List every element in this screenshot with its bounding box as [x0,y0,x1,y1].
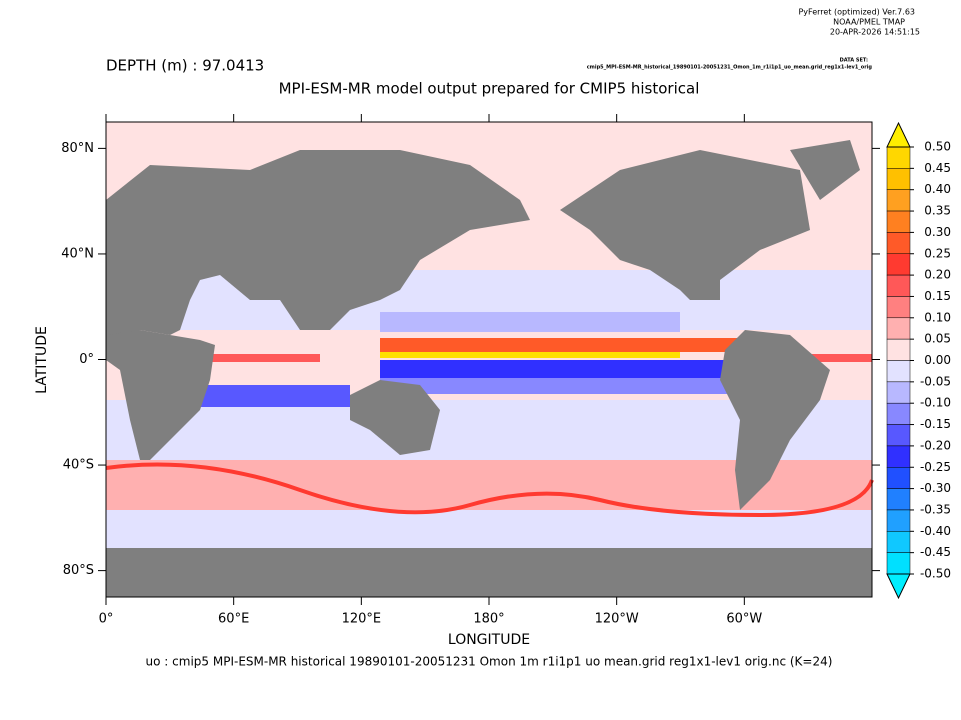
colorbar-label: -0.25 [920,460,951,474]
north-america [560,150,810,300]
colorbar-swatch [886,381,911,404]
colorbar-swatch [886,402,911,425]
colorbar-swatch [886,531,911,553]
colorbar-swatch [886,274,911,297]
current [380,352,680,358]
colorbar-label: 0.05 [924,332,951,346]
africa [106,330,215,460]
dataset: cmip5_MPI-ESM-MR_historical_19890101-200… [587,65,873,71]
colorbar-label: -0.45 [920,545,951,559]
colorbar-label: 0.35 [924,204,951,218]
colorbar-swatch [886,509,911,532]
south-america [720,330,830,510]
org: NOAA/PMEL TMAP [833,18,905,27]
colorbar-label: 0.25 [924,246,951,260]
x-tick-label: 120°W [595,612,639,627]
greenland [790,140,860,200]
x-tick-label: 0° [99,612,114,627]
colorbar-swatch [886,338,911,361]
colorbar-swatch [886,253,911,276]
colorbar-label: -0.05 [920,374,951,388]
y-tick-label: 40°N [61,246,94,261]
current [380,360,745,378]
y-tick-label: 40°S [63,458,94,473]
current [105,462,874,518]
colorbar-under [886,573,911,600]
current [380,338,745,352]
x-axis-label: LONGITUDE [448,632,530,648]
x-tick-label: 180° [473,612,504,627]
colorbar-swatch [886,232,911,254]
australia [350,380,440,455]
colorbar-label: -0.10 [920,396,951,410]
colorbar-swatch [886,210,911,233]
colorbar-label: 0.30 [924,225,951,239]
colorbar-label: -0.30 [920,481,951,495]
y-tick-label: 80°N [61,141,94,156]
colorbar-label: -0.35 [920,502,951,516]
x-tick-label: 120°E [342,612,382,627]
current [380,378,745,394]
current [785,354,872,362]
dataset-label: DATA SET: [840,58,868,64]
colorbar-label: -0.20 [920,438,951,452]
eurasia [106,150,530,340]
antarctica [106,548,872,597]
land [106,140,872,597]
colorbar-swatch [886,445,911,468]
colorbar-swatch [886,189,911,212]
colorbar-label: 0.45 [924,161,951,175]
y-tick-label: 0° [79,352,94,367]
software: PyFerret (optimized) Ver.7.63 [798,8,915,17]
title: MPI-ESM-MR model output prepared for CMI… [279,80,700,98]
colorbar-swatch [886,168,911,190]
colorbar-label: 0.40 [924,182,951,196]
current [200,354,320,362]
date: 20-APR-2026 14:51:15 [830,28,920,37]
y-tick-label: 80°S [63,563,94,578]
x-tick-label: 60°E [218,612,249,627]
colorbar-label: 0.15 [924,289,951,303]
colorbar-over [886,121,911,148]
colorbar-swatch [886,467,911,489]
colorbar-swatch [886,296,911,319]
colorbar-label: 0.10 [924,310,951,324]
current [200,385,350,407]
colorbar-label: 0.50 [924,140,951,154]
colorbar-swatch [886,317,911,340]
map-field [105,121,874,598]
colorbar-label: -0.15 [920,417,951,431]
colorbar-swatch [886,146,911,169]
colorbar-swatch [886,552,911,575]
y-axis-label: LATITUDE [34,326,50,394]
x-tick-label: 60°W [726,612,762,627]
current [380,312,680,332]
colorbar-swatch [886,424,911,447]
colorbar-swatch [886,488,911,511]
colorbar-label: 0.00 [924,353,951,367]
colorbar-swatch [886,360,911,383]
colorbar-label: 0.20 [924,268,951,282]
footer: uo : cmip5 MPI-ESM-MR historical 1989010… [146,655,833,669]
colorbar-label: -0.50 [920,567,951,581]
colorbar-label: -0.40 [920,524,951,538]
depth: DEPTH (m) : 97.0413 [106,57,264,75]
